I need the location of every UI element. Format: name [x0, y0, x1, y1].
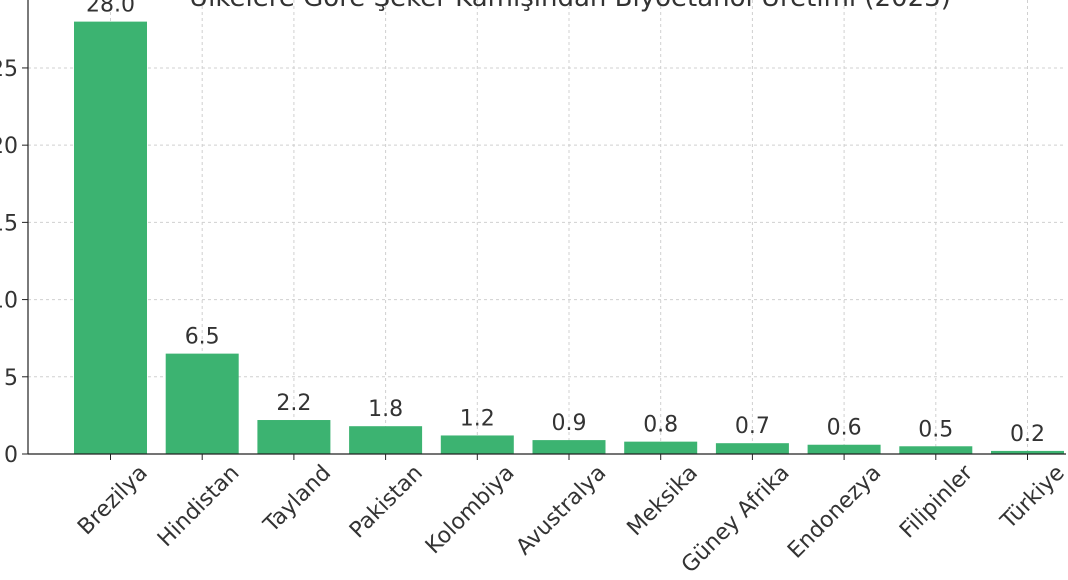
- value-label: 1.2: [460, 406, 495, 431]
- bar: [440, 435, 514, 454]
- bar: [257, 420, 331, 454]
- category-label: Filipinler: [895, 460, 978, 543]
- value-label: 0.9: [552, 411, 587, 436]
- bar: [899, 446, 973, 454]
- y-tick-label: 5: [4, 366, 18, 391]
- bar: [991, 450, 1064, 454]
- category-label: Meksika: [623, 461, 703, 541]
- category-labels: Brezilya Hindistan Tayland PakistanKolombiy…: [73, 460, 1068, 578]
- category-label: Hindistan: [153, 461, 244, 552]
- bar: [165, 353, 239, 454]
- category-label: Avustralya: [512, 461, 612, 561]
- bar: [532, 440, 606, 454]
- y-tick-label: 10: [0, 289, 18, 314]
- category-label: Tayland: [258, 461, 336, 539]
- bar: [715, 443, 789, 454]
- bar: [807, 444, 881, 454]
- value-labels: 28.0 6.5 2.2 1.8 1.2 0.9 0.8 0.7 0.6 0.5 0.2: [86, 0, 1045, 447]
- category-label: Pakistan: [345, 461, 428, 544]
- chart-title: Ülkelere Göre Şeker Kamışından Biyoetano…: [189, 0, 951, 13]
- value-label: 0.8: [643, 413, 678, 438]
- axes: 0 5 10 15 20 25: [0, 0, 1066, 468]
- value-label: 1.8: [368, 397, 403, 422]
- category-label: Brezilya: [73, 461, 153, 541]
- value-label: 0.7: [735, 414, 770, 439]
- value-label: 28.0: [86, 0, 135, 18]
- y-tick-label: 25: [0, 57, 18, 82]
- category-label: Türkiye: [996, 461, 1068, 535]
- value-label: 6.5: [185, 325, 220, 350]
- bars: [74, 21, 1064, 454]
- value-label: 2.2: [276, 391, 311, 416]
- y-tick-label: 20: [0, 134, 18, 159]
- category-label: Kolombiya: [421, 461, 520, 560]
- value-label: 0.5: [918, 417, 953, 442]
- bar: [349, 426, 423, 454]
- bar: [74, 21, 147, 454]
- category-label: Endonezya: [783, 461, 886, 564]
- y-tick-label: 15: [0, 211, 18, 236]
- value-label: 0.2: [1010, 422, 1045, 447]
- y-tick-label: 0: [4, 443, 18, 468]
- value-label: 0.6: [827, 416, 862, 441]
- bar: [624, 441, 698, 454]
